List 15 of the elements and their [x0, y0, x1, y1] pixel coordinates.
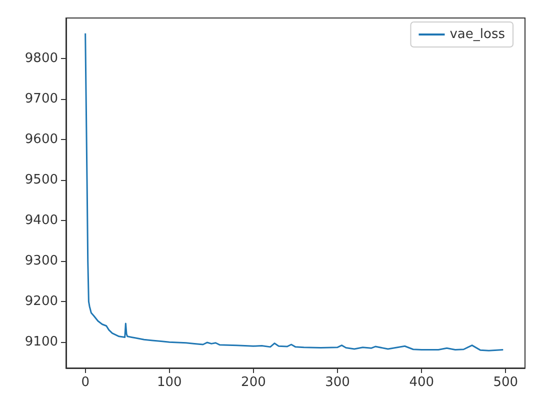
legend-label: vae_loss	[450, 27, 506, 42]
y-tick-label: 9500	[24, 172, 58, 188]
y-tick-label: 9700	[24, 92, 58, 107]
x-tick-label: 500	[493, 375, 518, 390]
x-tick-label: 400	[409, 375, 434, 390]
x-tick-label: 100	[156, 375, 182, 390]
x-tick-label: 200	[241, 375, 266, 390]
y-tick-label: 9300	[24, 254, 58, 269]
y-tick-label: 9400	[24, 213, 58, 228]
x-tick-label: 0	[81, 375, 90, 390]
x-tick-label: 300	[325, 375, 350, 390]
y-tick-label: 9200	[24, 294, 58, 310]
y-tick-label: 9100	[24, 334, 58, 350]
y-tick-label: 9800	[24, 51, 58, 66]
y-tick-label: 9600	[24, 132, 58, 148]
